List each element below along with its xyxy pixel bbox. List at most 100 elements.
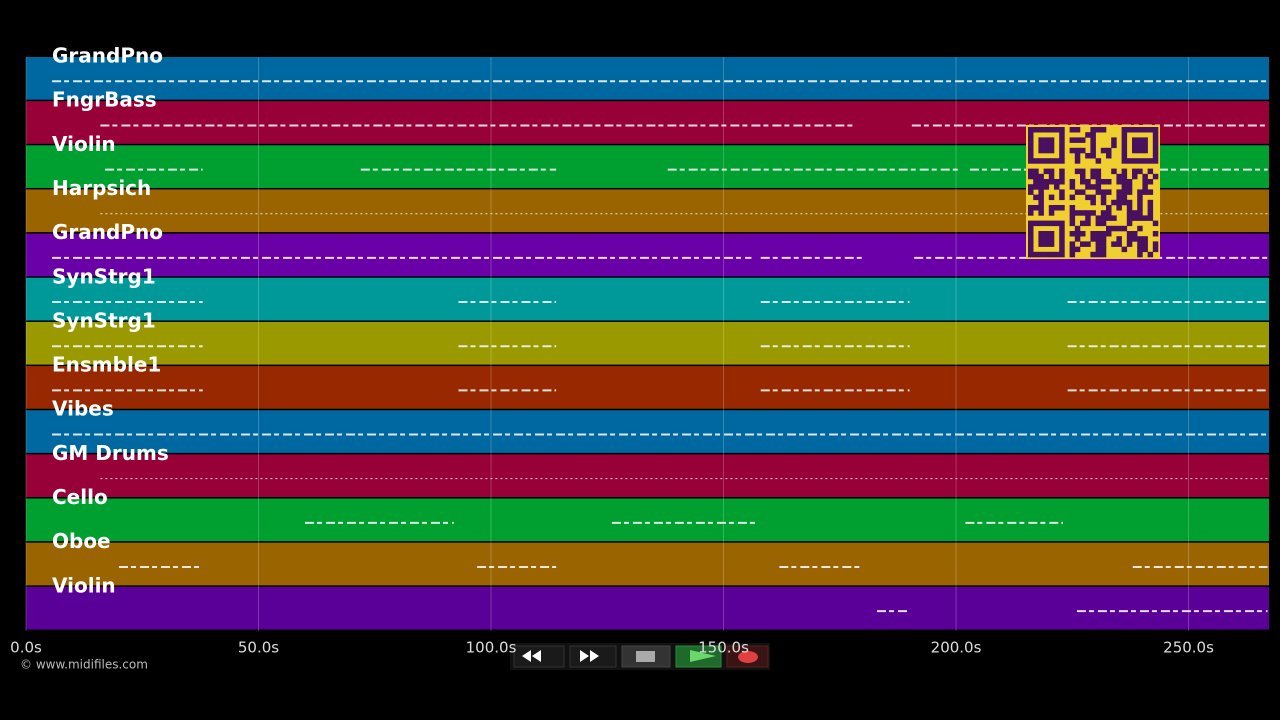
qr-module [1043, 168, 1050, 175]
qr-module [1033, 205, 1039, 211]
qr-module [1137, 205, 1143, 211]
qr-module [1048, 142, 1055, 149]
qr-module [1074, 189, 1081, 195]
qr-module [1147, 251, 1154, 258]
qr-module [1100, 127, 1107, 133]
qr-module [1147, 189, 1154, 195]
qr-module [1054, 158, 1060, 164]
qr-module [1048, 127, 1055, 133]
qr-module [1095, 173, 1102, 180]
qr-module [1059, 132, 1065, 138]
qr-module [1059, 127, 1065, 133]
qr-module [1121, 189, 1128, 195]
qr-module [1069, 246, 1076, 253]
qr-module [1142, 179, 1148, 185]
qr-module [1137, 241, 1143, 247]
qr-module [1111, 137, 1117, 143]
qr-module [1028, 173, 1034, 180]
qr-module [1028, 231, 1034, 237]
qr-module [1028, 142, 1034, 149]
qr-module [1126, 158, 1133, 164]
qr-module [1069, 147, 1076, 154]
qr-module [1126, 127, 1133, 133]
qr-module [1033, 168, 1039, 175]
qr-module [1028, 158, 1034, 164]
qr-module [1038, 220, 1044, 227]
grid [25, 57, 1190, 631]
x-tick-label: 0.0s [10, 639, 42, 657]
qr-module [1043, 241, 1050, 247]
qr-module [1054, 251, 1060, 258]
qr-module [1028, 225, 1034, 232]
play-button[interactable] [675, 645, 722, 668]
stop-button[interactable] [621, 645, 671, 668]
qr-module [1059, 225, 1065, 232]
qr-module [1028, 241, 1034, 247]
qr-module [1132, 210, 1138, 216]
qr-module [1048, 231, 1055, 237]
qr-module [1147, 127, 1154, 133]
qr-module [1100, 199, 1107, 206]
track-label: Harpsich [52, 176, 151, 200]
qr-code [1026, 125, 1160, 259]
qr-module [1095, 220, 1102, 227]
qr-module [1080, 189, 1086, 195]
qr-module [1137, 137, 1143, 143]
record-button[interactable] [726, 645, 769, 668]
qr-module [1048, 179, 1055, 185]
qr-module [1085, 194, 1091, 201]
forward-button[interactable] [569, 645, 617, 668]
qr-module [1152, 231, 1159, 237]
qr-module [1147, 215, 1154, 221]
qr-module [1080, 210, 1086, 216]
qr-module [1142, 173, 1148, 180]
qr-module [1090, 168, 1096, 175]
qr-module [1059, 251, 1065, 258]
qr-module [1043, 220, 1050, 227]
qr-module [1147, 158, 1154, 164]
qr-module [1111, 215, 1117, 221]
rewind-button[interactable] [513, 645, 565, 668]
qr-module [1069, 210, 1076, 216]
track-label: Vibes [52, 397, 114, 421]
track-row [26, 277, 1269, 321]
qr-module [1090, 132, 1096, 138]
qr-module [1069, 231, 1076, 237]
qr-module [1090, 199, 1096, 206]
qr-module [1137, 127, 1143, 133]
qr-module [1152, 241, 1159, 247]
qr-module [1085, 132, 1091, 138]
track-label: SynStrg1 [52, 308, 156, 332]
qr-module [1043, 251, 1050, 258]
qr-module [1048, 210, 1055, 216]
qr-module [1137, 189, 1143, 195]
qr-module [1126, 184, 1133, 190]
qr-module [1028, 147, 1034, 154]
qr-module [1121, 179, 1128, 185]
qr-module [1152, 246, 1159, 253]
qr-module [1111, 199, 1117, 206]
qr-module [1028, 184, 1034, 190]
qr-module [1152, 142, 1159, 149]
qr-module [1059, 231, 1065, 237]
qr-module [1121, 184, 1128, 190]
qr-module [1048, 158, 1055, 164]
qr-module [1043, 127, 1050, 133]
qr-module [1090, 236, 1096, 242]
qr-module [1085, 210, 1091, 216]
qr-module [1043, 147, 1050, 154]
qr-module [1059, 142, 1065, 149]
qr-module [1095, 189, 1102, 195]
qr-module [1043, 236, 1050, 242]
track-row [26, 321, 1269, 365]
qr-module [1059, 189, 1065, 195]
qr-module [1028, 220, 1034, 227]
qr-module [1038, 184, 1044, 190]
qr-module [1043, 184, 1050, 190]
qr-module [1137, 246, 1143, 253]
track-label: Ensmble1 [52, 353, 161, 377]
qr-module [1069, 220, 1076, 227]
qr-module [1059, 173, 1065, 180]
qr-module [1080, 241, 1086, 247]
qr-module [1043, 158, 1050, 164]
